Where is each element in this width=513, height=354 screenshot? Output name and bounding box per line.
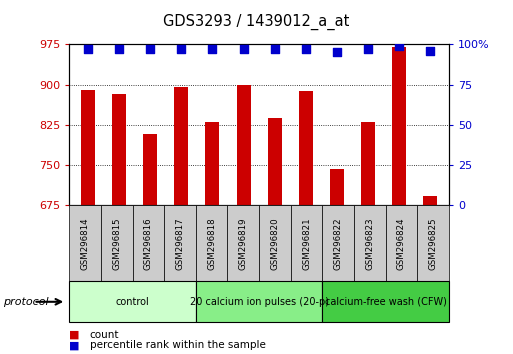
Point bbox=[146, 46, 154, 52]
Text: percentile rank within the sample: percentile rank within the sample bbox=[90, 340, 266, 350]
Text: calcium-free wash (CFW): calcium-free wash (CFW) bbox=[325, 297, 446, 307]
Point bbox=[177, 46, 185, 52]
Text: GSM296824: GSM296824 bbox=[397, 217, 406, 270]
Text: ■: ■ bbox=[69, 330, 80, 339]
Text: GSM296816: GSM296816 bbox=[144, 217, 153, 270]
Text: GSM296820: GSM296820 bbox=[270, 217, 280, 270]
Bar bbox=[205, 122, 220, 205]
Text: GSM296825: GSM296825 bbox=[428, 217, 438, 270]
Point bbox=[270, 46, 279, 52]
Point bbox=[426, 48, 435, 53]
Text: GSM296819: GSM296819 bbox=[239, 217, 248, 270]
Bar bbox=[174, 87, 188, 205]
Point bbox=[302, 46, 310, 52]
Point bbox=[364, 46, 372, 52]
Text: count: count bbox=[90, 330, 120, 339]
Bar bbox=[81, 90, 95, 205]
Text: GSM296817: GSM296817 bbox=[175, 217, 185, 270]
Text: ■: ■ bbox=[69, 340, 80, 350]
Bar bbox=[392, 47, 406, 205]
Bar bbox=[143, 134, 157, 205]
Point bbox=[115, 46, 123, 52]
Point bbox=[208, 46, 216, 52]
Bar bbox=[299, 91, 313, 205]
Bar bbox=[112, 94, 126, 205]
Bar bbox=[268, 118, 282, 205]
Bar bbox=[236, 85, 250, 205]
Text: GDS3293 / 1439012_a_at: GDS3293 / 1439012_a_at bbox=[163, 14, 350, 30]
Point bbox=[240, 46, 248, 52]
Text: protocol: protocol bbox=[3, 297, 48, 307]
Text: control: control bbox=[115, 297, 149, 307]
Text: GSM296821: GSM296821 bbox=[302, 217, 311, 270]
Point bbox=[333, 50, 341, 55]
Point bbox=[395, 43, 403, 49]
Text: GSM296814: GSM296814 bbox=[81, 217, 90, 270]
Text: GSM296818: GSM296818 bbox=[207, 217, 216, 270]
Text: GSM296823: GSM296823 bbox=[365, 217, 374, 270]
Text: GSM296815: GSM296815 bbox=[112, 217, 121, 270]
Text: 20 calcium ion pulses (20-p): 20 calcium ion pulses (20-p) bbox=[190, 297, 328, 307]
Bar bbox=[330, 169, 344, 205]
Bar bbox=[423, 196, 437, 205]
Point bbox=[84, 46, 92, 52]
Bar bbox=[361, 122, 375, 205]
Text: GSM296822: GSM296822 bbox=[333, 217, 343, 270]
